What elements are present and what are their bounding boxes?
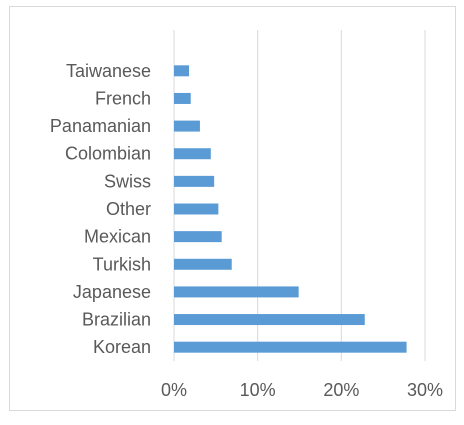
category-label-mexican: Mexican [84, 227, 151, 247]
category-label-brazilian: Brazilian [82, 310, 151, 330]
category-label-other: Other [106, 199, 151, 219]
category-label-taiwanese: Taiwanese [66, 61, 151, 81]
category-label-japanese: Japanese [73, 282, 151, 302]
category-label-colombian: Colombian [65, 144, 151, 164]
bar-colombian [174, 148, 211, 160]
x-tick-label: 20% [323, 380, 359, 400]
bar-panamanian [174, 120, 200, 132]
category-label-panamanian: Panamanian [50, 116, 151, 136]
bar-french [174, 92, 191, 104]
bar-swiss [174, 175, 215, 187]
bar-turkish [174, 258, 232, 270]
x-tick-labels: 0% 10% 20% 30% [161, 380, 443, 400]
gridlines [173, 30, 426, 361]
x-tick-label: 0% [161, 380, 187, 400]
category-label-turkish: Turkish [93, 254, 151, 274]
bars [174, 65, 407, 353]
bar-brazilian [174, 314, 365, 326]
bar-korean [174, 341, 407, 353]
x-tick-label: 30% [407, 380, 443, 400]
category-label-swiss: Swiss [104, 171, 151, 191]
bar-japanese [174, 286, 299, 298]
category-labels: Taiwanese French Panamanian Colombian Swiss O… [50, 61, 151, 357]
bar-taiwanese [174, 65, 190, 77]
bar-mexican [174, 231, 222, 243]
bar-other [174, 203, 219, 215]
category-label-korean: Korean [93, 337, 151, 357]
x-tick-label: 10% [240, 380, 276, 400]
category-label-french: French [95, 88, 151, 108]
